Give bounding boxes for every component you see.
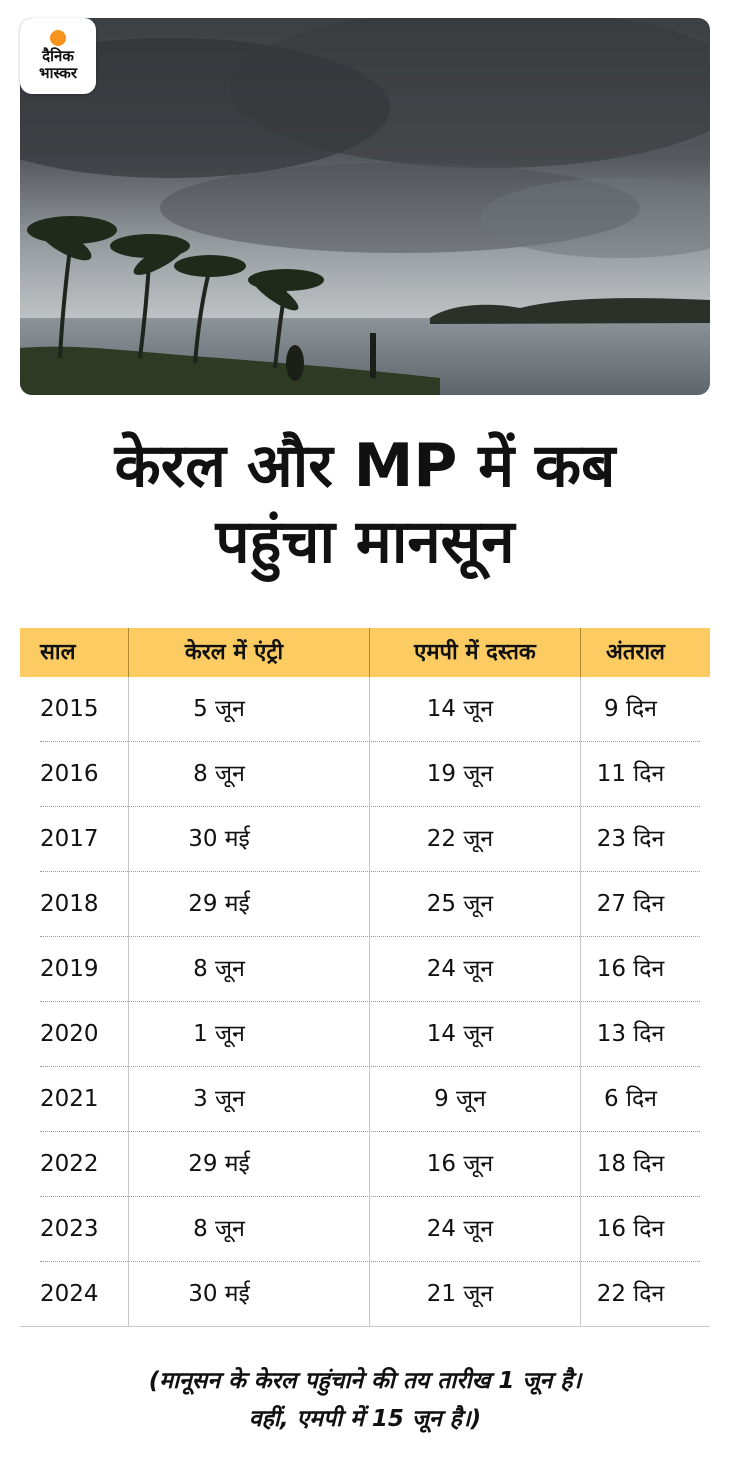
table-body: 2015 5 जून 14 जून 9 दिन 2016 8 जून 19 जू… bbox=[20, 677, 710, 1327]
cell-mp: 22 जून bbox=[369, 807, 580, 872]
cell-year: 2022 bbox=[40, 1151, 99, 1177]
cloud-sea-image bbox=[20, 18, 710, 395]
cell-year: 2016 bbox=[40, 761, 99, 787]
title-line-1: केरल और MP में कब bbox=[114, 431, 616, 501]
monsoon-arrival-table: साल केरल में एंट्री एमपी में दस्तक अंतरा… bbox=[20, 628, 710, 1327]
footnote: (मानूसन के केरल पहुंचाने की तय तारीख 1 ज… bbox=[0, 1362, 730, 1438]
table-row: 2022 29 मई 16 जून 18 दिन bbox=[20, 1132, 710, 1197]
table-row: 2020 1 जून 14 जून 13 दिन bbox=[20, 1002, 710, 1067]
table-row: 2023 8 जून 24 जून 16 दिन bbox=[20, 1197, 710, 1262]
cell-year: 2023 bbox=[40, 1216, 99, 1242]
footnote-line-2: वहीं, एमपी में 15 जून है।) bbox=[248, 1406, 482, 1432]
sun-icon bbox=[50, 30, 66, 46]
cell-gap: 16 दिन bbox=[580, 937, 710, 1002]
cell-year: 2020 bbox=[40, 1021, 99, 1047]
table-row: 2015 5 जून 14 जून 9 दिन bbox=[20, 677, 710, 742]
cell-gap: 13 दिन bbox=[580, 1002, 710, 1067]
cell-gap: 6 दिन bbox=[580, 1067, 710, 1132]
cell-kerala: 8 जून bbox=[128, 1197, 369, 1262]
table-row: 2016 8 जून 19 जून 11 दिन bbox=[20, 742, 710, 807]
header-gap: अंतराल bbox=[580, 628, 710, 677]
header-mp-arrival: एमपी में दस्तक bbox=[369, 628, 580, 677]
cell-mp: 21 जून bbox=[369, 1262, 580, 1327]
cell-year: 2017 bbox=[40, 826, 99, 852]
cell-year: 2019 bbox=[40, 956, 99, 982]
logo-line-2: भास्कर bbox=[39, 64, 77, 82]
cell-mp: 24 जून bbox=[369, 1197, 580, 1262]
cell-gap: 18 दिन bbox=[580, 1132, 710, 1197]
table-header: साल केरल में एंट्री एमपी में दस्तक अंतरा… bbox=[20, 628, 710, 677]
cell-year: 2021 bbox=[40, 1086, 99, 1112]
table-row: 2024 30 मई 21 जून 22 दिन bbox=[20, 1262, 710, 1327]
table-row: 2017 30 मई 22 जून 23 दिन bbox=[20, 807, 710, 872]
cell-year: 2024 bbox=[40, 1281, 99, 1307]
cell-kerala: 29 मई bbox=[128, 872, 369, 937]
table-row: 2018 29 मई 25 जून 27 दिन bbox=[20, 872, 710, 937]
cell-kerala: 1 जून bbox=[128, 1002, 369, 1067]
cell-kerala: 8 जून bbox=[128, 742, 369, 807]
cell-year: 2015 bbox=[40, 696, 99, 722]
cell-gap: 22 दिन bbox=[580, 1262, 710, 1327]
cell-gap: 23 दिन bbox=[580, 807, 710, 872]
cell-gap: 9 दिन bbox=[580, 677, 710, 742]
cell-kerala: 29 मई bbox=[128, 1132, 369, 1197]
cell-mp: 14 जून bbox=[369, 677, 580, 742]
title-line-2: पहुंचा मानसून bbox=[215, 507, 515, 577]
cell-mp: 25 जून bbox=[369, 872, 580, 937]
footnote-line-1: (मानूसन के केरल पहुंचाने की तय तारीख 1 ज… bbox=[148, 1368, 582, 1394]
logo-line-1: दैनिक bbox=[42, 47, 74, 65]
cell-kerala: 3 जून bbox=[128, 1067, 369, 1132]
header-kerala-entry: केरल में एंट्री bbox=[128, 628, 369, 677]
dainik-bhaskar-logo: दैनिक भास्कर bbox=[20, 18, 96, 94]
page-title: केरल और MP में कब पहुंचा मानसून bbox=[0, 428, 730, 580]
table-row: 2019 8 जून 24 जून 16 दिन bbox=[20, 937, 710, 1002]
cell-mp: 9 जून bbox=[369, 1067, 580, 1132]
cell-gap: 11 दिन bbox=[580, 742, 710, 807]
cell-kerala: 8 जून bbox=[128, 937, 369, 1002]
hero-photo-monsoon-clouds bbox=[20, 18, 710, 395]
cell-mp: 16 जून bbox=[369, 1132, 580, 1197]
cell-mp: 19 जून bbox=[369, 742, 580, 807]
cell-mp: 14 जून bbox=[369, 1002, 580, 1067]
cell-gap: 16 दिन bbox=[580, 1197, 710, 1262]
cell-kerala: 30 मई bbox=[128, 807, 369, 872]
cell-kerala: 30 मई bbox=[128, 1262, 369, 1327]
table-row: 2021 3 जून 9 जून 6 दिन bbox=[20, 1067, 710, 1132]
cell-gap: 27 दिन bbox=[580, 872, 710, 937]
cell-mp: 24 जून bbox=[369, 937, 580, 1002]
header-year: साल bbox=[40, 640, 76, 665]
cell-year: 2018 bbox=[40, 891, 99, 917]
cell-kerala: 5 जून bbox=[128, 677, 369, 742]
